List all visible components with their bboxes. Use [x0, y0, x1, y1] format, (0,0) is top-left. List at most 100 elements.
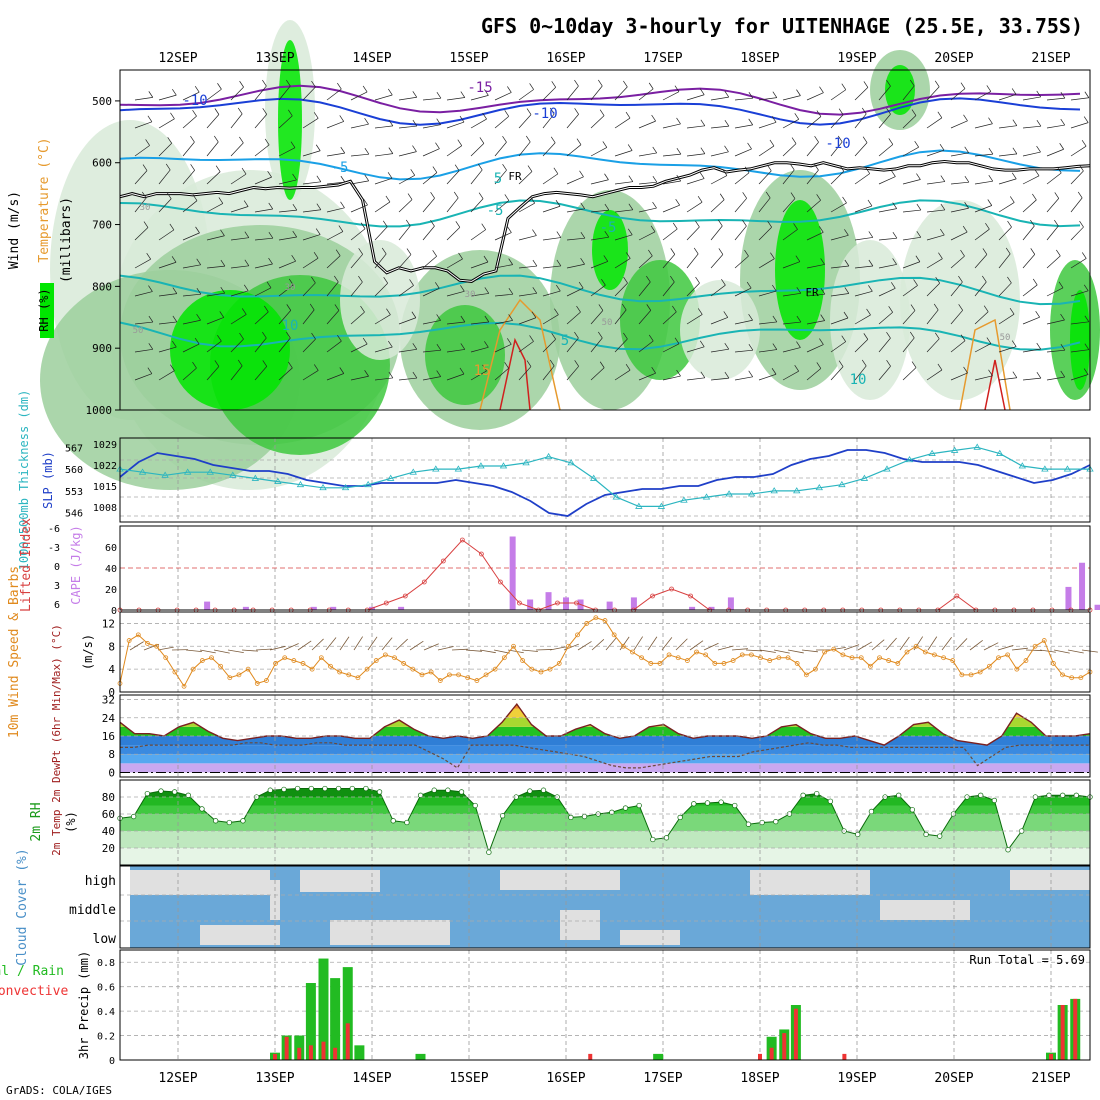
wind-barb	[710, 225, 723, 241]
wind-barb	[662, 228, 678, 241]
thickness-tick-label: 567	[65, 443, 83, 454]
wind-barb-flag	[814, 136, 819, 143]
wind-barb-flag	[364, 147, 370, 155]
wind-barb	[950, 181, 969, 185]
wind-barb-flag	[388, 119, 394, 127]
wind-barb-flag	[194, 337, 200, 345]
wind-speed-point	[282, 655, 288, 661]
wind-barb-flag	[508, 314, 513, 321]
wind-barb	[374, 226, 388, 241]
wind-barb	[1070, 226, 1084, 241]
thickness-marker	[386, 474, 395, 481]
wind-barb	[758, 145, 775, 157]
wind-barb	[710, 175, 728, 185]
wind-barb	[974, 123, 993, 129]
wind-barb	[662, 254, 676, 269]
wind-barb-flag	[964, 146, 970, 153]
wind-barb-flag	[455, 221, 461, 228]
wind-barb-10m	[535, 649, 553, 651]
rh-point	[691, 801, 697, 807]
wind-barb	[326, 181, 345, 185]
wind-barb-flag	[1012, 119, 1018, 126]
wind-barb	[614, 181, 633, 185]
wind-barb-flag	[364, 370, 369, 377]
wind-barb	[134, 97, 153, 101]
wind-barb-flag	[818, 226, 824, 233]
wind-speed-point	[328, 663, 333, 669]
wind-barb	[1022, 348, 1041, 353]
wind-barb	[998, 377, 1017, 381]
wind-barb-flag	[484, 315, 490, 323]
rh-point	[909, 807, 916, 813]
precip-convective-bar	[308, 1045, 313, 1060]
wind-barb-flag	[387, 172, 393, 179]
wind-barb	[398, 174, 415, 185]
wind-barb	[422, 148, 440, 157]
wind-barb-flag	[934, 332, 940, 340]
wind-barb-flag	[888, 138, 894, 145]
wind-barb-flag	[508, 288, 514, 295]
cape-bar	[204, 601, 211, 610]
wind-speed-point	[675, 655, 681, 661]
lifted-index-line	[120, 539, 1090, 611]
wind-barb	[446, 170, 460, 185]
li-tick-label: 3	[54, 581, 60, 592]
wind-barb	[590, 337, 603, 353]
wind-barb	[446, 227, 461, 241]
wind-barb	[926, 282, 940, 297]
wind-barb	[470, 118, 487, 129]
wind-barb-flag	[1054, 219, 1059, 227]
wind-barb	[446, 145, 462, 157]
wind-barb	[782, 292, 801, 297]
wind-barb	[542, 205, 561, 213]
precip-convective-label: Convective	[0, 984, 68, 999]
wind-barb-flag	[1007, 276, 1012, 284]
wind-barb-flag	[724, 90, 730, 98]
wind-barb	[686, 314, 703, 325]
wind-barb	[926, 181, 945, 185]
wind-barb	[902, 179, 921, 185]
contour-label: 15	[474, 363, 491, 379]
wind-speed-point	[135, 632, 141, 638]
wind-barb	[278, 179, 297, 185]
wind-barb-flag	[170, 364, 175, 371]
wind-barb	[662, 180, 681, 185]
y-tick-label-mb: 800	[92, 280, 112, 293]
wind-barb-10m	[941, 637, 952, 651]
cloud-level-label: low	[93, 932, 117, 947]
wind-barb-flag	[143, 221, 149, 228]
wind-barb-flag	[337, 82, 342, 90]
wind-barb	[638, 207, 657, 213]
wind-barb-flag	[964, 202, 969, 209]
wind-barb	[158, 94, 177, 101]
wind-barb	[254, 287, 272, 297]
wind-barb-flag	[863, 81, 869, 88]
wind-barb-flag	[412, 145, 417, 152]
wind-barb-flag	[599, 109, 605, 116]
wind-speed-point	[767, 658, 773, 663]
wind-barb-flag	[268, 257, 273, 265]
thickness-axis-label: 1000-500mb Thickness (dm)	[17, 390, 31, 571]
contour-label: -5	[600, 220, 617, 236]
wind-barb-10m	[871, 639, 885, 651]
wind-barb	[518, 265, 537, 269]
wind-speed-point	[867, 663, 873, 669]
wind-barb	[782, 321, 801, 325]
wind-barb-flag	[264, 305, 269, 313]
wind-barb	[998, 153, 1017, 157]
wind-barb-flag	[1079, 220, 1084, 228]
rh-point	[390, 818, 396, 824]
wind-speed-point	[172, 669, 178, 675]
wind-barb	[494, 232, 512, 241]
wind-barb-flag	[700, 371, 706, 379]
wind-barb-flag	[525, 135, 531, 143]
wind-barb	[926, 117, 943, 129]
thickness-marker	[793, 487, 801, 494]
wind-barb	[782, 347, 801, 353]
wind-barb-flag	[287, 109, 293, 117]
rh-point	[417, 792, 424, 798]
rh-point	[650, 836, 656, 843]
wind-barb	[470, 143, 485, 157]
wind-barb	[662, 153, 681, 157]
x-tick-label-bottom: 15SEP	[449, 1071, 488, 1086]
